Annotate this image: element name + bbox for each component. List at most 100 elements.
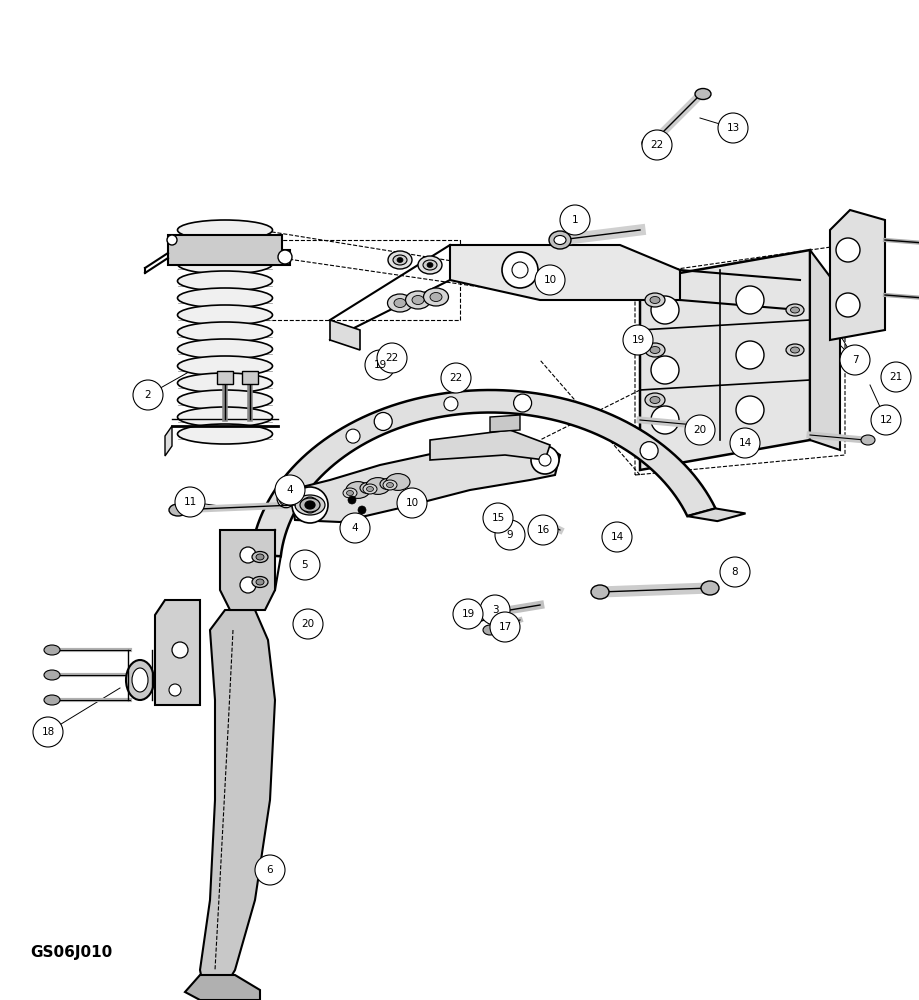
Circle shape bbox=[365, 350, 394, 380]
Circle shape bbox=[539, 454, 550, 466]
Text: 12: 12 bbox=[879, 415, 891, 425]
Ellipse shape bbox=[359, 482, 376, 494]
Ellipse shape bbox=[650, 396, 659, 403]
Circle shape bbox=[839, 345, 869, 375]
Polygon shape bbox=[251, 390, 715, 556]
Ellipse shape bbox=[300, 498, 320, 512]
Text: 15: 15 bbox=[491, 513, 505, 523]
Ellipse shape bbox=[650, 296, 659, 304]
Text: 4: 4 bbox=[287, 485, 293, 495]
Ellipse shape bbox=[169, 504, 187, 516]
Ellipse shape bbox=[346, 482, 369, 498]
Circle shape bbox=[601, 522, 631, 552]
Ellipse shape bbox=[177, 288, 272, 308]
Circle shape bbox=[490, 612, 519, 642]
Ellipse shape bbox=[388, 251, 412, 269]
Circle shape bbox=[374, 412, 391, 430]
Polygon shape bbox=[242, 371, 257, 384]
Text: 14: 14 bbox=[738, 438, 751, 448]
Circle shape bbox=[870, 405, 900, 435]
Circle shape bbox=[240, 577, 255, 593]
Ellipse shape bbox=[644, 343, 664, 357]
Ellipse shape bbox=[789, 347, 799, 353]
Ellipse shape bbox=[177, 322, 272, 342]
Ellipse shape bbox=[131, 668, 148, 692]
Circle shape bbox=[33, 717, 62, 747]
Circle shape bbox=[729, 428, 759, 458]
Circle shape bbox=[651, 406, 678, 434]
Circle shape bbox=[397, 488, 426, 518]
Text: 21: 21 bbox=[889, 372, 902, 382]
Circle shape bbox=[502, 252, 538, 288]
Ellipse shape bbox=[380, 478, 395, 490]
Circle shape bbox=[340, 513, 369, 543]
Circle shape bbox=[835, 293, 859, 317]
Text: 19: 19 bbox=[630, 335, 644, 345]
Polygon shape bbox=[429, 430, 550, 460]
Circle shape bbox=[133, 380, 163, 410]
Text: 11: 11 bbox=[183, 497, 197, 507]
Circle shape bbox=[377, 343, 406, 373]
Ellipse shape bbox=[255, 579, 264, 585]
Ellipse shape bbox=[417, 256, 441, 274]
Ellipse shape bbox=[393, 298, 405, 308]
Circle shape bbox=[530, 446, 559, 474]
Ellipse shape bbox=[177, 237, 272, 257]
Polygon shape bbox=[686, 508, 744, 521]
Circle shape bbox=[480, 595, 509, 625]
Text: 14: 14 bbox=[609, 532, 623, 542]
Circle shape bbox=[301, 497, 318, 513]
Polygon shape bbox=[168, 235, 289, 265]
Circle shape bbox=[240, 547, 255, 563]
Circle shape bbox=[513, 394, 531, 412]
Ellipse shape bbox=[44, 695, 60, 705]
Ellipse shape bbox=[295, 495, 324, 515]
Text: 10: 10 bbox=[405, 498, 418, 508]
Circle shape bbox=[535, 265, 564, 295]
Circle shape bbox=[291, 487, 328, 523]
Text: 2: 2 bbox=[144, 390, 151, 400]
Ellipse shape bbox=[177, 339, 272, 359]
Ellipse shape bbox=[860, 435, 874, 445]
Ellipse shape bbox=[177, 254, 272, 274]
Ellipse shape bbox=[405, 291, 430, 309]
Text: 9: 9 bbox=[506, 530, 513, 540]
Ellipse shape bbox=[471, 609, 487, 621]
Ellipse shape bbox=[641, 136, 662, 150]
Circle shape bbox=[880, 362, 910, 392]
Circle shape bbox=[622, 325, 652, 355]
Ellipse shape bbox=[387, 294, 412, 312]
Text: 19: 19 bbox=[460, 609, 474, 619]
Text: 19: 19 bbox=[373, 360, 386, 370]
Ellipse shape bbox=[644, 293, 664, 307]
Circle shape bbox=[651, 356, 678, 384]
Ellipse shape bbox=[346, 490, 353, 495]
Circle shape bbox=[640, 442, 657, 460]
Circle shape bbox=[169, 684, 181, 696]
Text: 20: 20 bbox=[693, 425, 706, 435]
Circle shape bbox=[347, 496, 356, 504]
Ellipse shape bbox=[644, 393, 664, 407]
Circle shape bbox=[735, 286, 763, 314]
Ellipse shape bbox=[700, 581, 719, 595]
Circle shape bbox=[167, 235, 176, 245]
Circle shape bbox=[175, 487, 205, 517]
Circle shape bbox=[255, 855, 285, 885]
Text: 1: 1 bbox=[571, 215, 578, 225]
Ellipse shape bbox=[650, 347, 659, 354]
Text: 22: 22 bbox=[650, 140, 663, 150]
Text: 17: 17 bbox=[498, 622, 511, 632]
Ellipse shape bbox=[177, 373, 272, 393]
Ellipse shape bbox=[252, 552, 267, 562]
Polygon shape bbox=[449, 245, 679, 300]
Text: 16: 16 bbox=[536, 525, 549, 535]
Ellipse shape bbox=[694, 89, 710, 100]
Circle shape bbox=[275, 475, 305, 505]
Polygon shape bbox=[809, 250, 839, 450]
Circle shape bbox=[641, 130, 671, 160]
Ellipse shape bbox=[590, 585, 608, 599]
Ellipse shape bbox=[177, 305, 272, 325]
Ellipse shape bbox=[785, 304, 803, 316]
Polygon shape bbox=[330, 320, 359, 350]
Polygon shape bbox=[165, 426, 172, 456]
